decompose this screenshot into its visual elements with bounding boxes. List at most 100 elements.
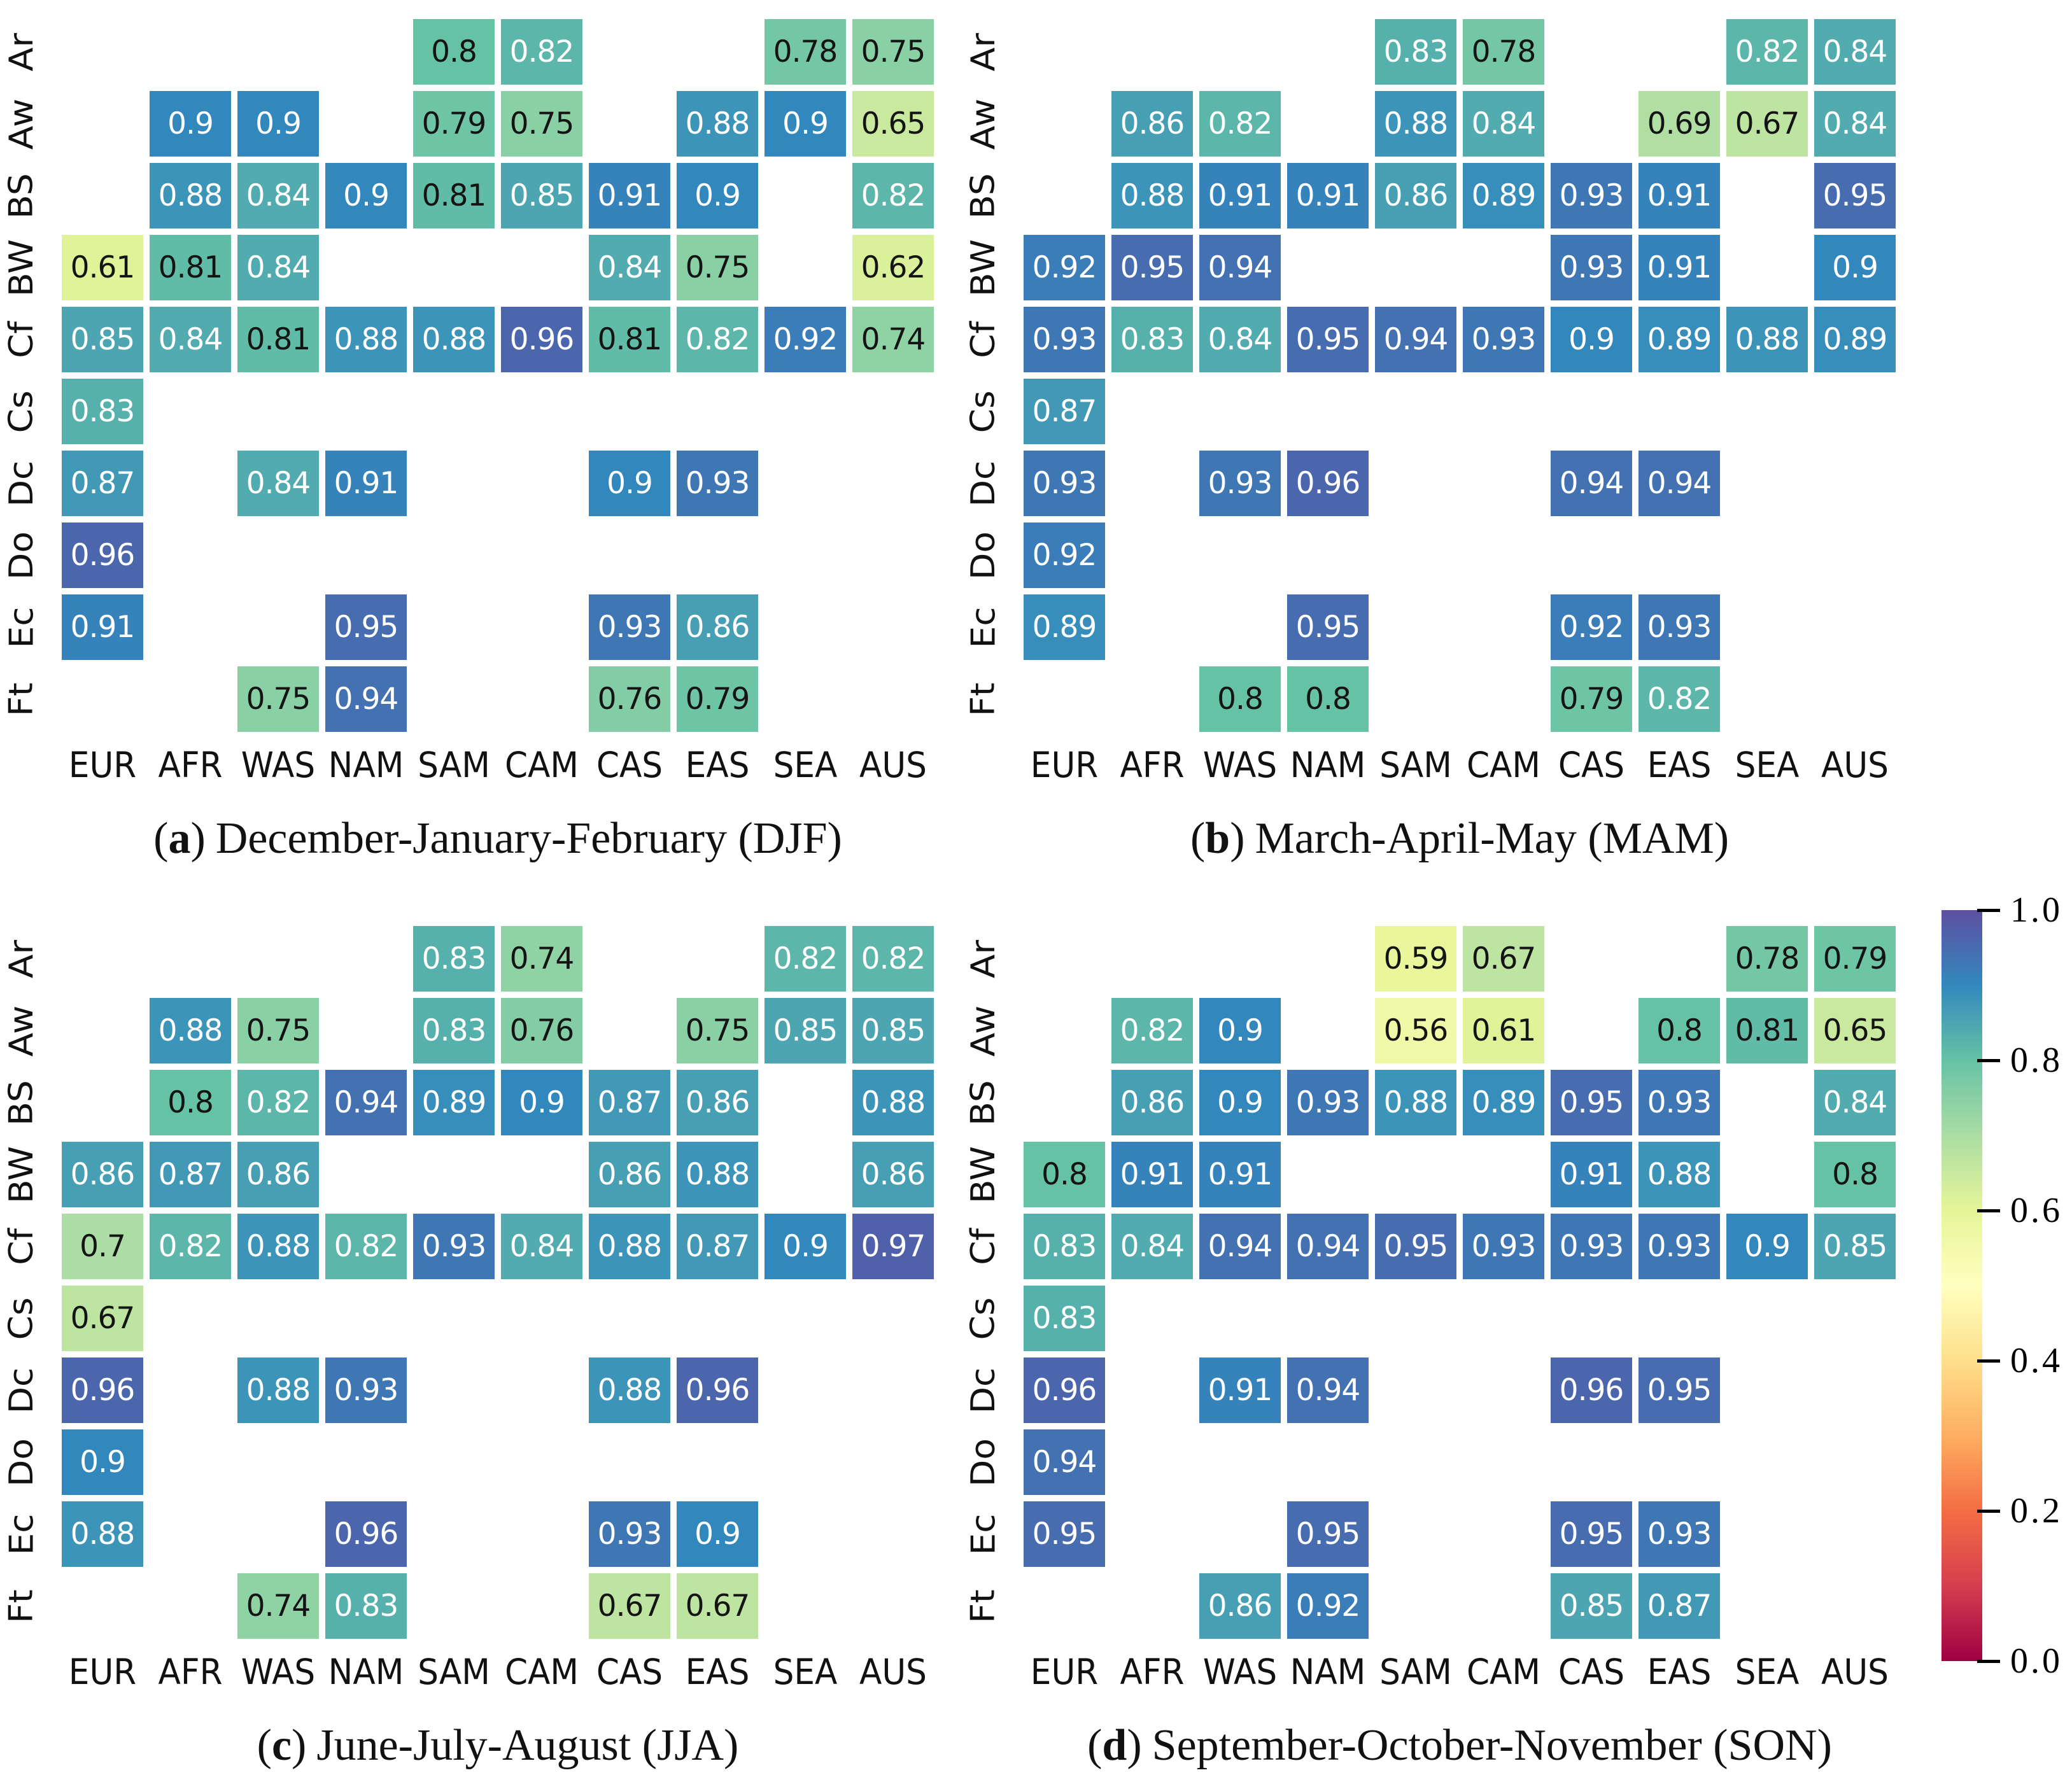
cell-Ft-CAS: 0.67 — [589, 1573, 670, 1639]
cell-Ec-EUR: 0.89 — [1024, 594, 1105, 660]
y-axis-labels: Ar Aw BS BW Cf Cs Dc Do Ec Ft — [952, 926, 1013, 1639]
cell-BS-CAS: 0.91 — [589, 163, 670, 228]
cell-empty — [1726, 1286, 1808, 1351]
cell-empty — [1375, 1358, 1456, 1423]
col-label-CAS: CAS — [1558, 745, 1625, 785]
cell-empty — [765, 451, 846, 516]
col-label-NAM: NAM — [328, 745, 404, 785]
cell-Cf-AFR: 0.84 — [1111, 1214, 1193, 1279]
cell-empty — [1551, 379, 1632, 444]
col-label-AFR: AFR — [1120, 1652, 1185, 1692]
row-label-text: Cs — [963, 389, 1003, 433]
cell-empty — [1375, 451, 1456, 516]
cell-Cf-CAM: 0.96 — [501, 307, 582, 372]
row-label-BS: BS — [0, 1070, 52, 1135]
cell-empty — [413, 1573, 495, 1639]
row-label-text: Ar — [963, 32, 1003, 71]
cell-empty — [1024, 19, 1105, 85]
row-label-Aw: Aw — [0, 91, 52, 157]
cell-Ft-NAM: 0.83 — [325, 1573, 407, 1639]
cell-empty — [501, 523, 582, 588]
cell-empty — [325, 998, 407, 1063]
cell-BS-CAM: 0.85 — [501, 163, 582, 228]
cell-Cf-SEA: 0.9 — [1726, 1214, 1808, 1279]
cell-empty — [237, 594, 319, 660]
cell-empty — [1726, 379, 1808, 444]
cell-empty — [150, 451, 231, 516]
colorbar-tick — [1977, 1510, 2000, 1513]
cell-Ft-NAM: 0.92 — [1287, 1573, 1369, 1639]
cell-Cf-EAS: 0.87 — [677, 1214, 758, 1279]
cell-Cf-EUR: 0.7 — [62, 1214, 143, 1279]
cell-empty — [1814, 1573, 1896, 1639]
caption-text: March-April-May (MAM) — [1255, 814, 1730, 863]
col-label-AFR: AFR — [158, 745, 223, 785]
cell-empty — [1375, 1286, 1456, 1351]
cell-empty — [62, 163, 143, 228]
cell-BS-SAM: 0.89 — [413, 1070, 495, 1135]
row-label-Cs: Cs — [952, 1286, 1013, 1351]
cell-Ar-SAM: 0.83 — [1375, 19, 1456, 85]
cell-empty — [677, 19, 758, 85]
cell-empty — [237, 1501, 319, 1567]
row-label-Dc: Dc — [0, 1358, 52, 1423]
cell-empty — [1463, 1573, 1544, 1639]
row-label-text: Dc — [963, 1367, 1003, 1414]
col-label-WAS: WAS — [241, 745, 316, 785]
cell-Ar-SAM: 0.83 — [413, 926, 495, 992]
cell-empty — [1726, 1501, 1808, 1567]
cell-Cf-WAS: 0.81 — [237, 307, 319, 372]
cell-Aw-AFR: 0.86 — [1111, 91, 1193, 157]
cell-empty — [1726, 523, 1808, 588]
cell-empty — [765, 523, 846, 588]
col-label-EAS: EAS — [685, 1652, 750, 1692]
cell-Cf-SAM: 0.88 — [413, 307, 495, 372]
caption-letter: a — [168, 814, 191, 863]
cell-empty — [765, 1286, 846, 1351]
cell-empty — [325, 926, 407, 992]
cell-empty — [1111, 926, 1193, 992]
col-label-WAS: WAS — [1202, 1652, 1278, 1692]
cell-Ec-NAM: 0.96 — [325, 1501, 407, 1567]
cell-Cf-EUR: 0.83 — [1024, 1214, 1105, 1279]
cell-Ar-CAM: 0.74 — [501, 926, 582, 992]
col-label-CAS: CAS — [596, 745, 663, 785]
cell-BS-SAM: 0.81 — [413, 163, 495, 228]
col-label-EAS: EAS — [1647, 745, 1712, 785]
row-label-text: Aw — [963, 1005, 1003, 1056]
cell-Cf-CAS: 0.88 — [589, 1214, 670, 1279]
cell-empty — [1287, 19, 1369, 85]
cell-empty — [325, 91, 407, 157]
cell-empty — [1463, 1429, 1544, 1495]
cell-Cs-EUR: 0.83 — [62, 379, 143, 444]
cell-empty — [765, 379, 846, 444]
cell-Cf-EUR: 0.93 — [1024, 307, 1105, 372]
col-label-NAM: NAM — [1290, 745, 1366, 785]
row-label-Dc: Dc — [952, 451, 1013, 516]
caption-paren: ( — [1190, 814, 1206, 863]
row-label-text: Cf — [963, 321, 1003, 358]
cell-empty — [1375, 1142, 1456, 1207]
cell-BW-AFR: 0.87 — [150, 1142, 231, 1207]
row-label-Ar: Ar — [0, 926, 52, 992]
cell-empty — [677, 1429, 758, 1495]
cell-empty — [1024, 1070, 1105, 1135]
row-label-text: BS — [1, 1079, 41, 1126]
cell-empty — [677, 523, 758, 588]
cell-empty — [1726, 1429, 1808, 1495]
cell-BW-AUS: 0.8 — [1814, 1142, 1896, 1207]
cell-empty — [1199, 19, 1281, 85]
cell-empty — [765, 1573, 846, 1639]
cell-BS-SAM: 0.86 — [1375, 163, 1456, 228]
colorbar-tick — [1977, 1359, 2000, 1363]
cell-Ar-AUS: 0.84 — [1814, 19, 1896, 85]
caption-letter: d — [1102, 1721, 1127, 1770]
cell-empty — [765, 1358, 846, 1423]
caption-text: December-January-February (DJF) — [215, 814, 842, 863]
cell-Aw-AFR: 0.9 — [150, 91, 231, 157]
cell-BW-AFR: 0.95 — [1111, 235, 1193, 300]
cell-BW-AUS: 0.9 — [1814, 235, 1896, 300]
col-label-NAM: NAM — [1290, 1652, 1366, 1692]
cell-Cf-AFR: 0.83 — [1111, 307, 1193, 372]
cell-empty — [1814, 1501, 1896, 1567]
